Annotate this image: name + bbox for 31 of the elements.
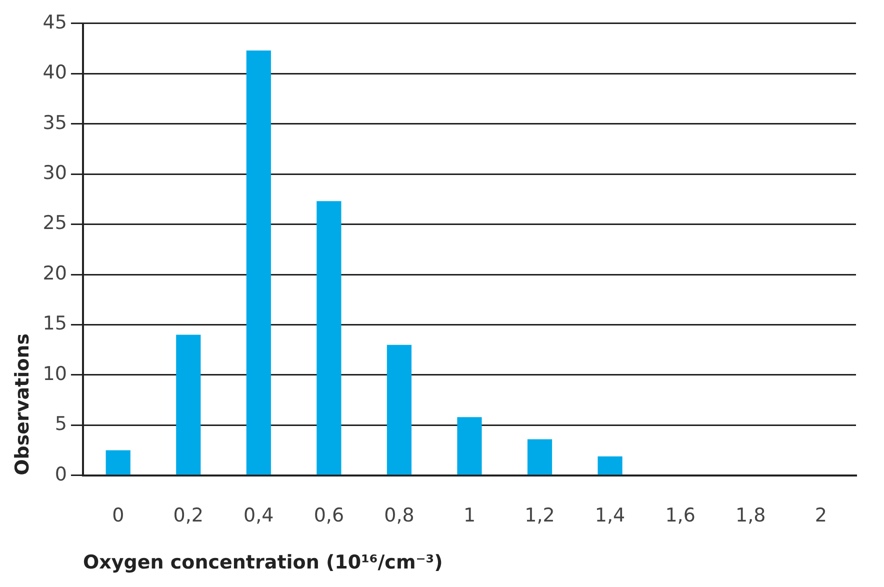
bar bbox=[106, 450, 130, 475]
x-tick-label: 0,2 bbox=[173, 504, 204, 527]
bar bbox=[598, 456, 622, 475]
x-tick-label: 1,4 bbox=[594, 504, 626, 527]
x-tick-label: 0,4 bbox=[244, 504, 274, 527]
bar bbox=[176, 334, 201, 475]
x-tick-label: 0,8 bbox=[384, 504, 414, 527]
bar bbox=[246, 50, 271, 475]
y-tick-label: 0 bbox=[54, 463, 67, 486]
y-tick-label: 5 bbox=[54, 413, 67, 436]
x-tick-label: 1,6 bbox=[665, 504, 696, 527]
bar bbox=[386, 344, 412, 475]
y-axis-title: Observations bbox=[11, 333, 34, 476]
bar bbox=[316, 201, 342, 475]
y-tick-label: 20 bbox=[42, 262, 67, 284]
x-tick-label: 0,6 bbox=[314, 504, 344, 527]
y-tick-label: 10 bbox=[42, 362, 67, 385]
y-tick-label: 45 bbox=[42, 11, 67, 34]
x-tick-label: 0 bbox=[112, 504, 124, 527]
y-tick-label: 25 bbox=[42, 212, 67, 234]
bar bbox=[527, 439, 552, 475]
y-tick-label: 35 bbox=[42, 112, 67, 134]
bar bbox=[457, 417, 482, 475]
x-tick-label: 1 bbox=[463, 504, 476, 527]
x-tick-label: 2 bbox=[814, 504, 827, 527]
x-tick-label: 1,8 bbox=[735, 504, 766, 527]
y-tick-label: 40 bbox=[42, 62, 67, 84]
x-tick-label: 1,2 bbox=[524, 504, 555, 527]
x-axis-title: Oxygen concentration (10¹⁶/cm⁻³) bbox=[82, 552, 443, 574]
y-tick-label: 30 bbox=[42, 162, 67, 184]
y-tick-label: 15 bbox=[42, 312, 67, 335]
